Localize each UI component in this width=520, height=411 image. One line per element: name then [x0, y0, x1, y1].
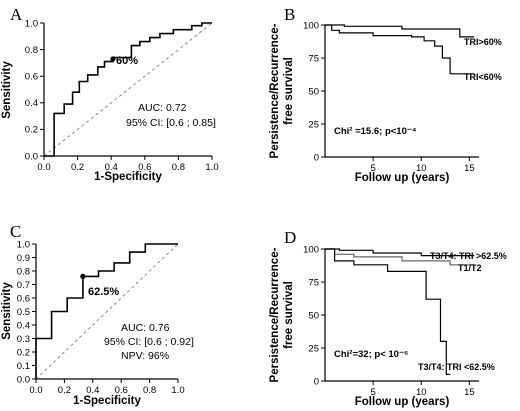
panel-c-y-tick-label: 0.0 [17, 374, 30, 385]
panel-b-x-tick-label: 5 [370, 163, 375, 174]
panel-a: A 0.0 0.2 0.4 0.6 0.8 1.0 0.0 0.2 0.4 0.6 0.8 1.0 … [1, 5, 219, 183]
panel-d-x-tick-label: 10 [416, 387, 427, 398]
panel-d-series-t3-t4-tri-lt-62-5 [325, 248, 451, 375]
panel-a-y-ticks: 0.0 0.2 0.4 0.6 0.8 1.0 [25, 18, 44, 162]
panel-d-x-tick-label: 5 [370, 387, 375, 398]
panel-a-x-tick-label: 0.4 [105, 162, 118, 173]
panel-d-x-ticks: 5 10 15 [370, 381, 475, 398]
panel-c-letter: C [10, 222, 21, 241]
panel-a-cutoff-label: 60% [116, 55, 138, 67]
panel-d-series-t3-t4-tri-gt-62-5 [325, 248, 475, 257]
panel-c-cutoff-point [80, 273, 86, 279]
panel-c-cutoff-label: 62.5% [88, 286, 119, 298]
panel-c-y-tick-label: 0.9 [17, 253, 30, 264]
panel-d-y-tick-label: 0 [314, 376, 319, 387]
panel-c-x-ticks: 0.0 0.2 0.4 0.6 0.8 1.0 [29, 379, 185, 396]
panel-b: B 0 25 50 75 100 5 10 15 TRI>60% TRI<60% Chi² … [269, 5, 502, 184]
panel-a-y-tick-label: 0.0 [25, 151, 38, 162]
panel-c-npv: NPV: 96% [121, 350, 169, 362]
panel-d-letter: D [284, 228, 296, 247]
panel-c-y-ticks: 0.0 0.1 0.2 0.3 0.4 0.5 0.6 0.7 0.8 0.9 1.0 [17, 239, 36, 385]
panel-d-y-tick-label: 75 [308, 277, 319, 288]
panel-c-x-tick-label: 0.0 [29, 385, 42, 396]
panel-b-y-tick-label: 100 [303, 20, 319, 31]
panel-a-ci: 95% CI: [0.6 ; 0.85] [126, 117, 216, 129]
panel-d-y-tick-label: 100 [303, 244, 319, 255]
panel-d-y-tick-label: 50 [308, 310, 319, 321]
panel-a-reference-line [43, 22, 213, 157]
panel-c-y-tick-label: 0.7 [17, 280, 30, 291]
panel-b-y-tick-label: 75 [308, 53, 319, 64]
panel-c: C 0.00.10.20.30.40.50.60.70.80.91.0 0.0 0… [1, 222, 194, 407]
panel-a-auc: AUC: 0.72 [138, 102, 187, 114]
panel-a-letter: A [10, 5, 23, 24]
panel-a-x-tick-label: 0.8 [172, 162, 185, 173]
panel-c-roc-curve [35, 243, 178, 379]
panel-c-y-tick-label: 0.3 [17, 334, 30, 345]
panel-c-x-title: 1-Specificity [73, 395, 141, 407]
panel-d-y-ticks: 0 25 50 75 100 [303, 244, 325, 387]
panel-b-y-tick-label: 0 [314, 152, 319, 163]
panel-c-x-tick-label: 0.6 [115, 385, 128, 396]
panel-b-x-tick-label: 10 [416, 163, 427, 174]
panel-b-label-tri-gt-60: TRI>60% [464, 37, 502, 47]
panel-c-y-tick-label: 0.6 [17, 293, 30, 304]
panel-d-x-tick-label: 15 [464, 387, 475, 398]
panel-d-label-t3-t4-gt: T3/T4: TRI >62.5% [430, 251, 507, 261]
panel-c-x-tick-label: 0.2 [58, 385, 71, 396]
panel-a-x-tick-label: 0.6 [138, 162, 151, 173]
panel-a-y-title: Sensitivity [1, 61, 13, 119]
panel-c-x-tick-label: 1.0 [171, 385, 184, 396]
panel-a-cutoff-point [110, 56, 116, 62]
panel-c-y-tick-label: 0.2 [17, 347, 30, 358]
panel-b-x-tick-label: 15 [464, 163, 475, 174]
panel-d-y-title-line1: Persistence/Recurrence- [269, 247, 281, 382]
panel-c-reference-line [35, 243, 179, 380]
panel-b-x-ticks: 5 10 15 [370, 157, 475, 174]
panel-a-y-tick-label: 0.8 [25, 45, 38, 56]
panel-d-y-tick-label: 25 [308, 343, 319, 354]
panel-a-axes: 0.0 0.2 0.4 0.6 0.8 1.0 0.0 0.2 0.4 0.6 0.8 1.0 [25, 18, 219, 173]
panel-c-auc: AUC: 0.76 [121, 322, 170, 334]
panel-d-label-t3-t4-lt: T3/T4: TRI <62.5% [418, 362, 495, 372]
panel-b-y-title-line1: Persistence/Recurrence- [269, 23, 281, 158]
panel-b-y-tick-label: 25 [308, 119, 319, 130]
panel-d-x-title: Follow up (years) [355, 396, 450, 408]
panel-d-label-t1-t2: T1/T2 [458, 263, 482, 273]
panel-a-y-tick-label: 0.6 [25, 72, 38, 83]
panel-d: D 0 25 50 75 100 5 10 15 T3/T4: TRI >62.5% T1/… [269, 228, 507, 408]
panel-a-x-title: 1-Specificity [94, 171, 162, 183]
panel-d-y-title-line2: free survival [283, 281, 295, 349]
panel-b-chi-square: Chi² =15.6; p<10⁻⁴ [334, 126, 417, 137]
panel-b-y-ticks: 0 25 50 75 100 [303, 20, 325, 163]
panel-a-x-tick-label: 0.0 [37, 162, 50, 173]
panel-b-y-tick-label: 50 [308, 86, 319, 97]
panel-c-y-tick-label: 0.5 [17, 307, 30, 318]
panel-d-chi-square: Chi²=32; p< 10⁻⁶ [334, 349, 408, 360]
panel-c-y-tick-label: 0.8 [17, 266, 30, 277]
panel-b-y-title-line2: free survival [283, 57, 295, 125]
panel-c-ci: 95% CI: [0.6 ; 0.92] [104, 336, 194, 348]
panel-c-x-tick-label: 0.8 [143, 385, 156, 396]
panel-b-letter: B [284, 5, 295, 24]
panel-a-y-tick-label: 0.2 [25, 125, 38, 136]
panel-c-y-tick-label: 0.1 [17, 361, 30, 372]
panel-b-series-tri-lt-60 [325, 24, 475, 75]
panel-b-x-title: Follow up (years) [355, 172, 450, 184]
panel-a-x-tick-label: 1.0 [205, 162, 218, 173]
panel-b-series-tri-gt-60 [325, 24, 475, 38]
panel-a-x-tick-label: 0.2 [71, 162, 84, 173]
panel-c-y-tick-label: 0.4 [17, 320, 30, 331]
panel-a-y-tick-label: 1.0 [25, 18, 38, 29]
panel-c-x-tick-label: 0.4 [86, 385, 99, 396]
panel-a-y-tick-label: 0.4 [25, 98, 38, 109]
panel-c-y-tick-label: 1.0 [17, 239, 30, 250]
panel-b-label-tri-lt-60: TRI<60% [464, 72, 502, 82]
panel-c-y-title: Sensitivity [1, 282, 13, 340]
